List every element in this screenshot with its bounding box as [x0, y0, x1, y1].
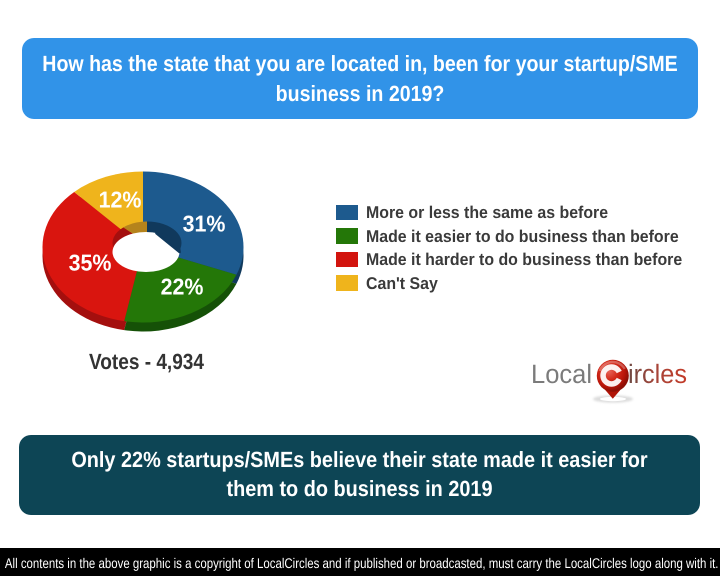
svg-text:Local: Local: [531, 359, 592, 389]
svg-text:ircles: ircles: [628, 359, 687, 389]
